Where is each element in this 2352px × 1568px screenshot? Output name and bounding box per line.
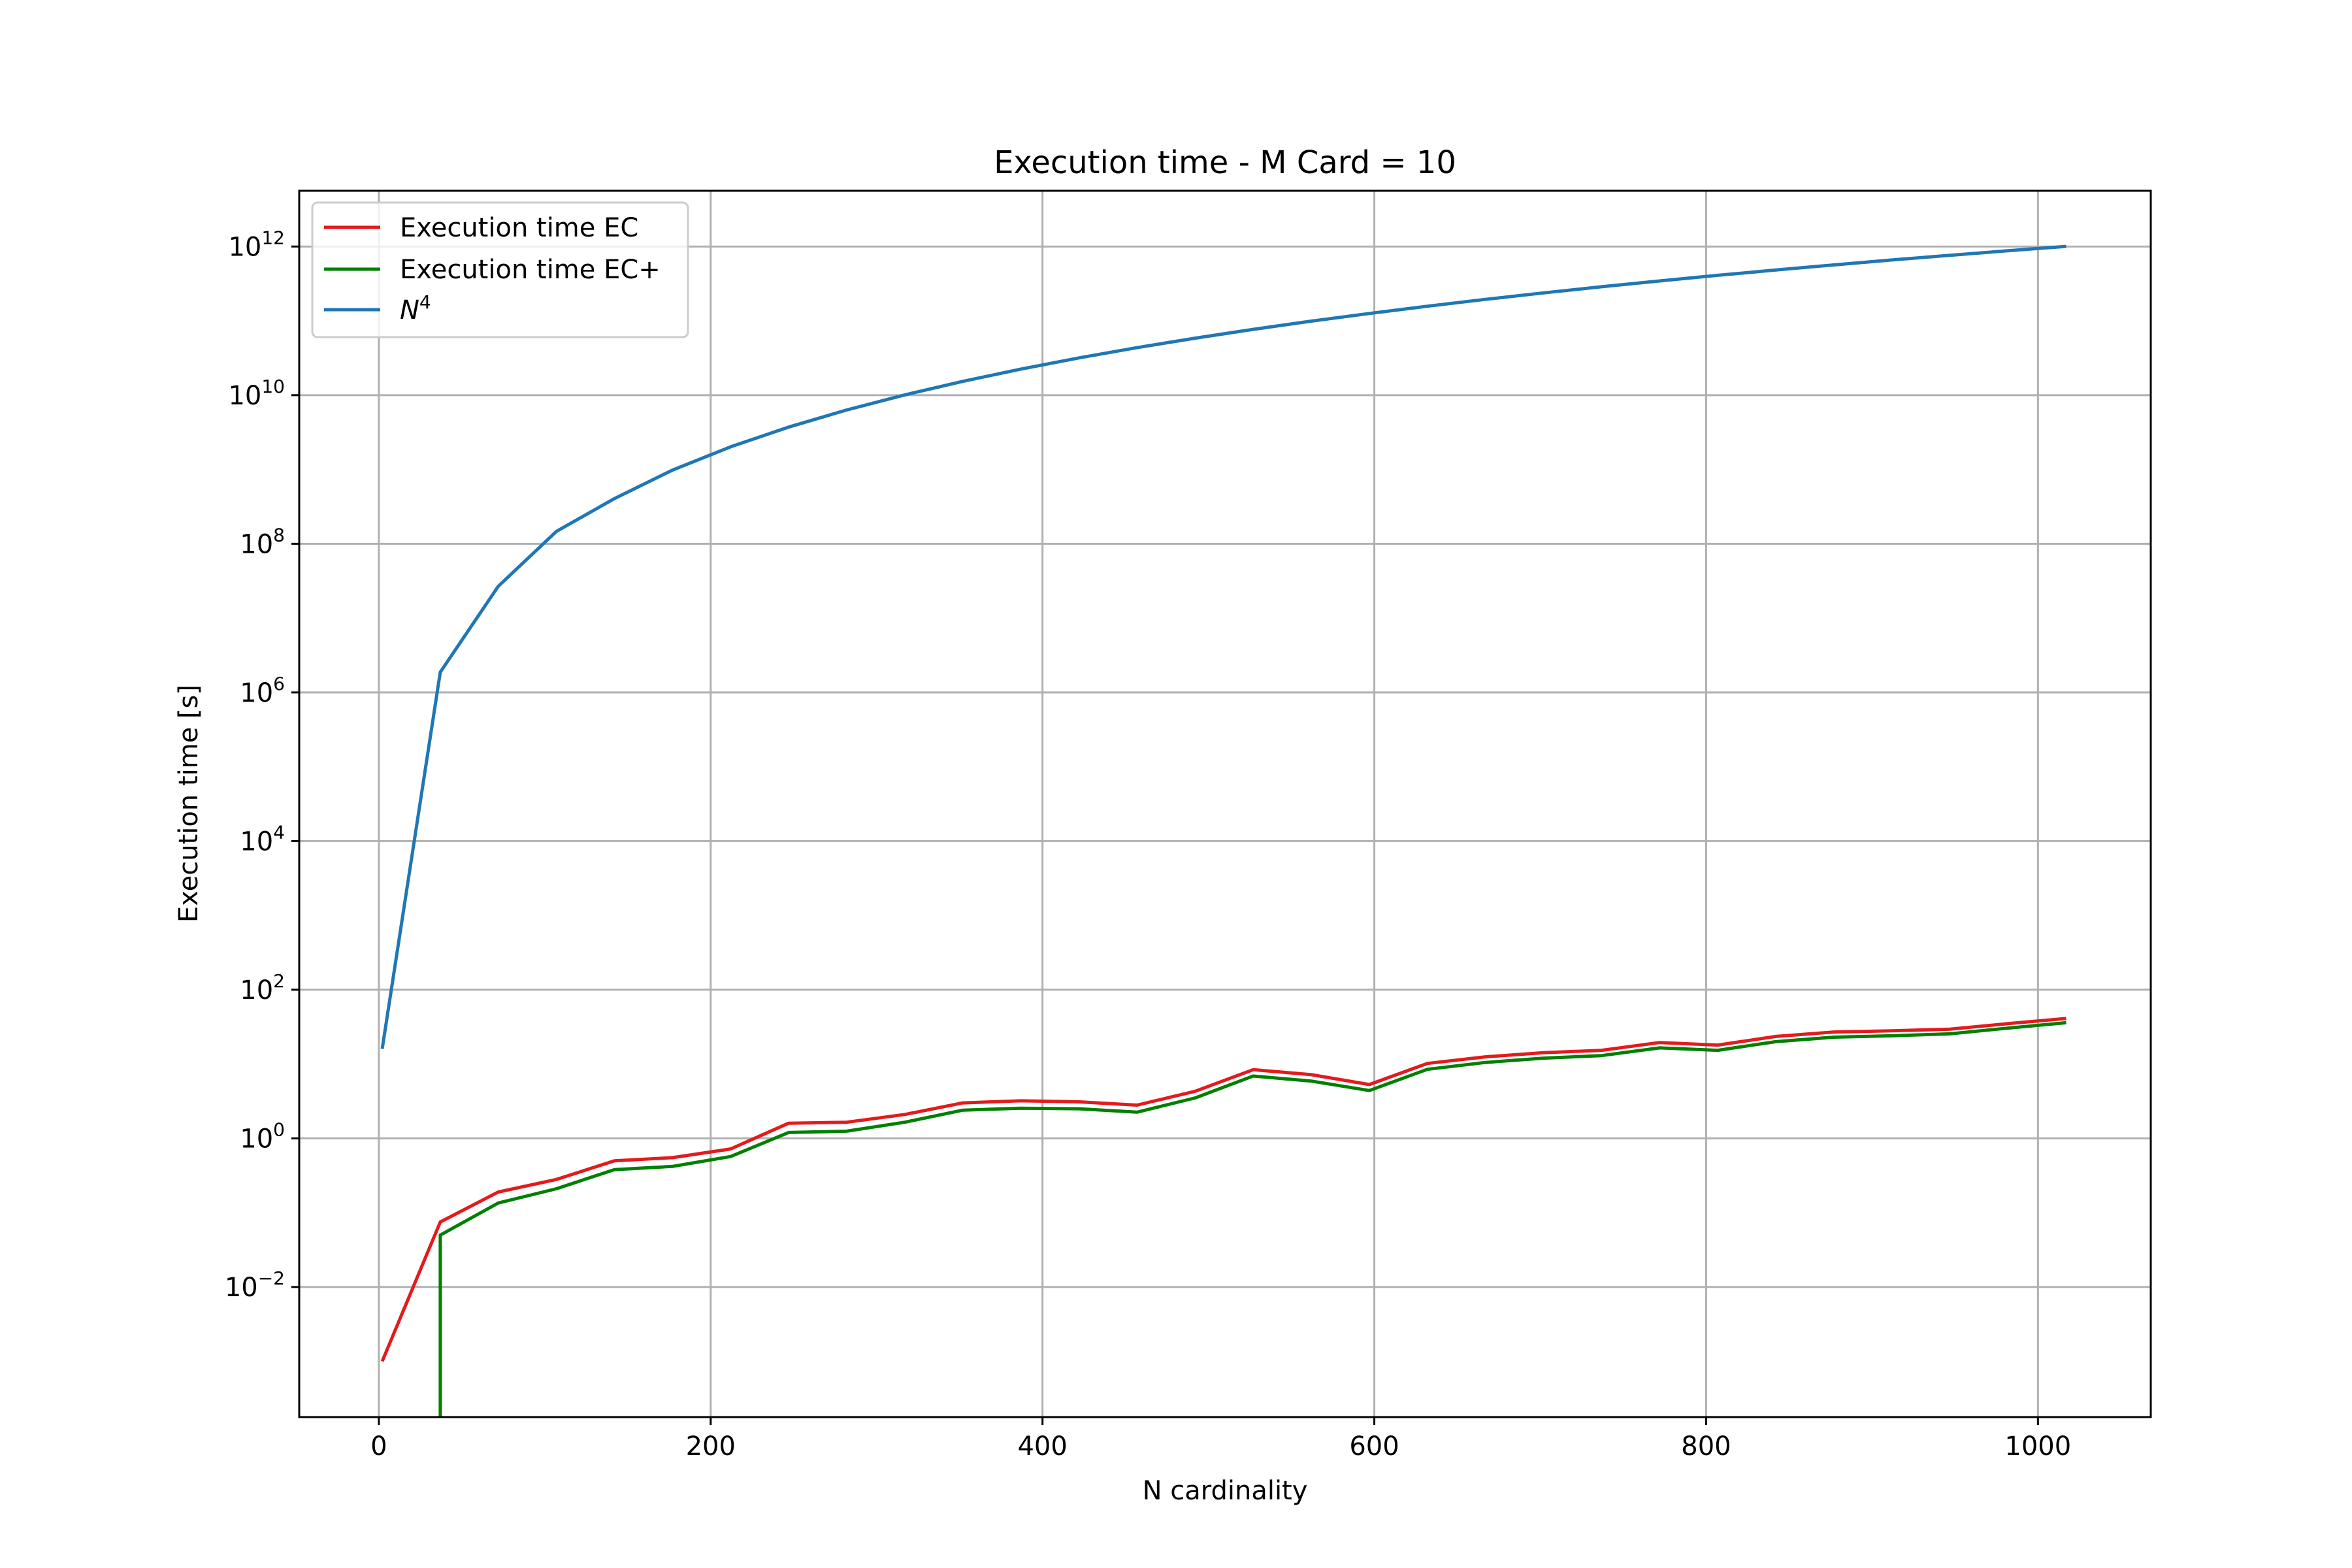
y-tick-label: 102 — [240, 970, 285, 1005]
x-axis-label: N cardinality — [1143, 1476, 1308, 1506]
legend-label-ec-plus: Execution time EC+ — [400, 255, 661, 285]
x-tick-label: 400 — [1017, 1431, 1067, 1462]
series-line-1 — [438, 1021, 2066, 1417]
chart-title: Execution time - M Card = 10 — [994, 144, 1456, 181]
x-tick-label: 200 — [686, 1431, 736, 1462]
y-tick-label: 1012 — [228, 227, 285, 262]
legend-box — [311, 201, 689, 338]
x-tick-label: 800 — [1681, 1431, 1731, 1462]
legend-label-n4: N4 — [400, 291, 431, 325]
legend-label-ec: Execution time EC — [400, 213, 638, 243]
y-tick-label: 10−2 — [225, 1267, 285, 1303]
x-tick-label: 600 — [1349, 1431, 1399, 1462]
x-tick-label: 1000 — [2004, 1431, 2071, 1462]
y-tick-label: 108 — [240, 524, 285, 559]
series-line-0 — [380, 1017, 2066, 1362]
axis-ticks: 0 200 400 600 800 1000 10−2 100 102 104 106 108 1010… — [225, 227, 2071, 1462]
x-tick-label: 0 — [370, 1431, 387, 1462]
y-axis-label: Execution time [s] — [174, 685, 204, 923]
series-line-2 — [380, 244, 2066, 1049]
legend: Execution time EC Execution time EC+ N4 — [311, 201, 689, 338]
y-tick-label: 100 — [240, 1119, 285, 1154]
y-tick-label: 1010 — [228, 376, 285, 411]
plot-frame — [298, 189, 2152, 1418]
plot-series — [380, 244, 2066, 1417]
grid — [299, 191, 2151, 1417]
y-tick-label: 104 — [240, 821, 285, 857]
y-tick-label: 106 — [240, 673, 285, 708]
